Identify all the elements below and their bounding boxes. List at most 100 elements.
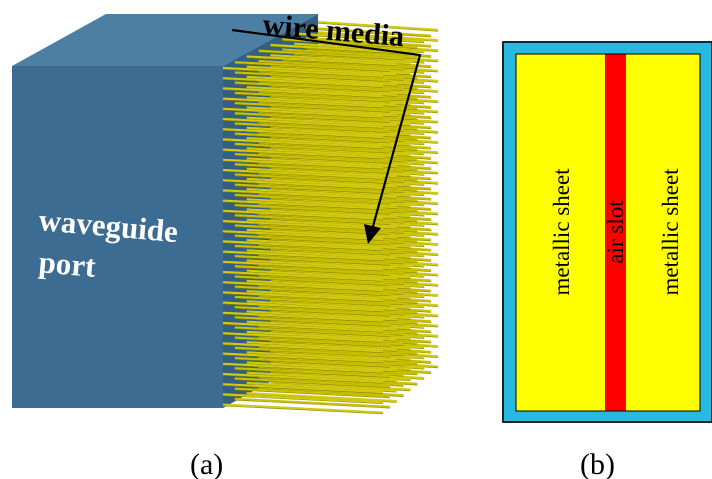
caption-a: (a)	[190, 448, 223, 479]
wire-rod	[234, 122, 390, 133]
wire-rod	[234, 112, 390, 123]
wire-rod	[234, 367, 390, 378]
wire-rod-edge	[222, 99, 384, 109]
wire-rod	[246, 279, 397, 290]
wire-rod-edge	[222, 273, 384, 282]
wire-rod	[222, 179, 384, 190]
wire-rod	[246, 106, 397, 117]
wire-rod	[222, 270, 384, 282]
wire-media-pointer-line	[231, 28, 422, 231]
caption-b: (b)	[580, 448, 615, 479]
wire-rod-edge	[234, 216, 390, 225]
wire-rod	[258, 49, 404, 60]
wire-rod	[222, 138, 384, 149]
wire-rod	[234, 214, 390, 225]
wire-rod-edge	[234, 195, 390, 205]
wire-rod	[234, 244, 390, 255]
wire-rod-edge	[234, 165, 390, 174]
wire-rod	[306, 26, 432, 37]
wire-rod	[234, 285, 390, 296]
wire-rod	[246, 198, 397, 209]
wire-rod	[222, 107, 384, 118]
wire-rod	[222, 219, 384, 231]
wire-rod	[234, 163, 390, 174]
wire-rod	[222, 199, 384, 210]
wire-rod	[222, 240, 384, 251]
wire-rod	[222, 393, 384, 404]
wire-rod	[234, 173, 390, 184]
wire-rod	[234, 377, 390, 388]
air-slot	[605, 54, 626, 411]
wire-rod-edge	[222, 303, 384, 313]
wire-rod	[234, 101, 390, 113]
wire-rod-edge	[222, 211, 384, 221]
wire-rod-edge	[222, 140, 384, 149]
wire-rod	[234, 387, 390, 398]
wire-rod-edge	[234, 399, 390, 409]
wire-rod	[234, 254, 390, 266]
sheet-outer-outline	[502, 41, 712, 423]
wire-rod-edge	[234, 83, 390, 93]
wire-rod-edge	[222, 385, 384, 394]
wire-rod	[246, 371, 397, 382]
wire-rod-edge	[222, 201, 384, 211]
wire-rod-edge	[234, 257, 390, 266]
wire-rod-edge	[234, 348, 390, 358]
wire-rod	[222, 281, 384, 292]
wire-rod-edge	[282, 40, 418, 49]
wire-rod	[246, 116, 397, 127]
wire-rod-edge	[222, 79, 384, 88]
wire-rod-edge	[294, 34, 425, 44]
wire-rod-edge	[222, 283, 384, 292]
wire-rod	[246, 55, 397, 66]
wire-rod-edge	[234, 134, 390, 144]
wire-rod-edge	[222, 405, 384, 415]
wire-rod	[234, 336, 390, 347]
wire-rod-edge	[222, 89, 384, 98]
wire-rod	[234, 61, 390, 72]
wire-rod-edge	[317, 23, 439, 32]
wire-rod	[234, 326, 390, 337]
wire-rod	[234, 132, 390, 143]
wire-rod	[234, 193, 390, 204]
wire-rod	[246, 351, 397, 362]
wire-rod	[222, 372, 384, 384]
wire-rod	[234, 152, 390, 164]
wire-rod-edge	[234, 287, 390, 297]
wire-rod-edge	[234, 185, 390, 195]
wire-rod-edge	[222, 354, 384, 364]
left-metallic-sheet	[516, 54, 605, 411]
wire-rod-edge	[258, 51, 404, 61]
wire-rod	[234, 305, 390, 317]
wire-rod	[222, 66, 384, 78]
wire-rod-edge	[234, 206, 390, 215]
wire-rod-edge	[222, 69, 384, 78]
right-metallic-sheet-label: metallic sheet	[658, 168, 683, 296]
wire-rod	[222, 291, 384, 302]
wire-rod	[317, 20, 439, 32]
wire-rod-edge	[222, 160, 384, 170]
wire-rod	[246, 300, 397, 311]
wire-rod	[246, 126, 397, 137]
wire-rod	[222, 230, 384, 241]
wire-rod	[222, 352, 384, 363]
wire-rod	[222, 209, 384, 220]
wire-rod	[246, 269, 397, 280]
wire-rod-edge	[234, 308, 390, 317]
wire-rod	[222, 260, 384, 271]
wire-rod	[234, 234, 390, 245]
wire-rod-edge	[234, 226, 390, 236]
wire-rod	[234, 316, 390, 327]
wire-rod-edge	[246, 57, 397, 67]
wire-rod	[222, 158, 384, 169]
wire-rod	[246, 239, 397, 250]
wire-rod	[246, 208, 397, 219]
wire-rod	[222, 321, 384, 333]
wire-rod-edge	[234, 379, 390, 389]
wire-rod-edge	[222, 375, 384, 384]
right-metallic-sheet	[626, 54, 700, 411]
wire-rod	[234, 275, 390, 286]
wire-rod	[234, 397, 390, 408]
wire-rod	[222, 332, 384, 343]
